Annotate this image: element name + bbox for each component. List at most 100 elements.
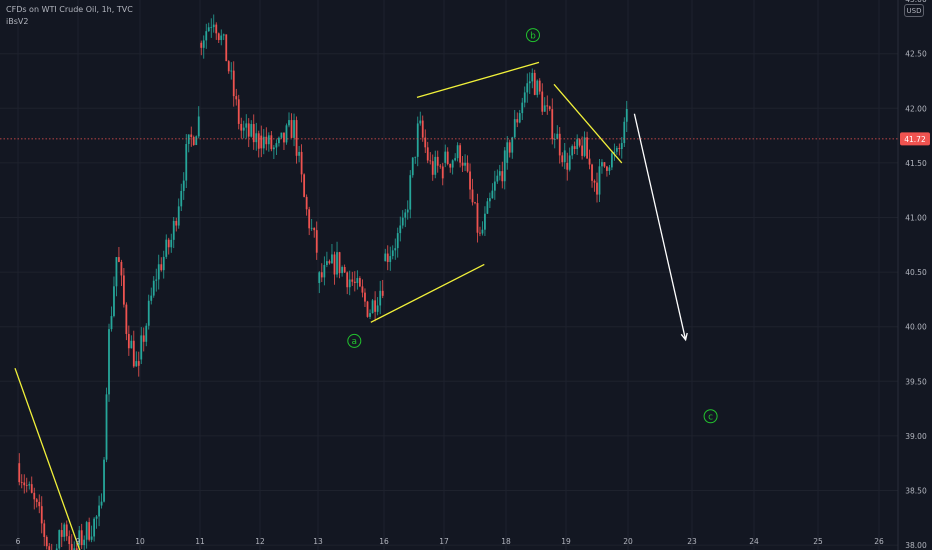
candle-body bbox=[283, 132, 285, 143]
candle-body bbox=[192, 137, 195, 146]
time-tick-label: 13 bbox=[313, 537, 323, 546]
chart-title: CFDs on WTI Crude Oil, 1h, TVC bbox=[6, 5, 133, 14]
candle-body bbox=[132, 340, 135, 367]
candle-body bbox=[222, 34, 225, 36]
candle-body bbox=[298, 151, 300, 156]
candle-body bbox=[613, 151, 616, 154]
candle-body bbox=[615, 147, 618, 152]
candle-body bbox=[267, 135, 270, 145]
candle-body bbox=[63, 524, 66, 537]
price-tick-label: 41.50 bbox=[905, 159, 927, 168]
price-axis[interactable]: 38.00 38.50 39.00 39.50 40.00 40.50 41.00 41.50… bbox=[905, 0, 927, 550]
trendline[interactable] bbox=[370, 263, 485, 323]
arrow-shaft[interactable] bbox=[633, 113, 687, 340]
candle-body bbox=[620, 143, 623, 150]
time-tick-label: 10 bbox=[135, 537, 145, 546]
candle-body bbox=[85, 522, 88, 540]
candle-body bbox=[386, 253, 389, 262]
candle-body bbox=[346, 272, 349, 288]
candle-body bbox=[444, 151, 447, 163]
candle-body bbox=[389, 256, 392, 262]
candle-body bbox=[232, 70, 235, 97]
candle-body bbox=[38, 501, 41, 507]
wave-label-circle bbox=[526, 28, 540, 43]
candle-body bbox=[369, 313, 371, 317]
candle-body bbox=[172, 220, 175, 240]
candle-body bbox=[573, 146, 576, 150]
candle-body bbox=[212, 24, 215, 28]
candle-body bbox=[205, 31, 208, 41]
candle-body bbox=[303, 174, 306, 197]
candle-body bbox=[315, 230, 318, 253]
candle-body bbox=[399, 225, 402, 234]
candle-body bbox=[553, 139, 556, 140]
candle-body bbox=[608, 167, 611, 171]
candle-body bbox=[376, 305, 379, 312]
candle-body bbox=[381, 290, 384, 296]
candle-body bbox=[207, 27, 210, 32]
candle-body bbox=[120, 261, 123, 276]
projection-arrow[interactable] bbox=[633, 113, 688, 342]
candle-body bbox=[180, 190, 183, 207]
candle-body bbox=[113, 286, 115, 317]
candle-body bbox=[396, 233, 399, 249]
candle-body bbox=[571, 146, 574, 156]
candle-body bbox=[469, 171, 471, 190]
candle-body bbox=[190, 134, 193, 138]
candle-body bbox=[103, 459, 105, 502]
candle-body bbox=[558, 133, 561, 156]
wave-labels: a b c bbox=[347, 28, 718, 424]
candle-body bbox=[30, 484, 33, 493]
candle-body bbox=[230, 70, 233, 72]
candle-body bbox=[58, 530, 61, 549]
candle-body bbox=[125, 304, 128, 334]
candle-body bbox=[215, 24, 218, 34]
price-tick-label: 39.50 bbox=[905, 377, 927, 386]
candle-body bbox=[528, 81, 531, 84]
price-tick-label: 38.50 bbox=[905, 487, 927, 496]
time-tick-label: 17 bbox=[439, 537, 449, 546]
time-tick-label: 9 bbox=[76, 537, 81, 546]
grid bbox=[0, 0, 898, 550]
candle-body bbox=[260, 135, 263, 149]
candle-body bbox=[591, 164, 593, 181]
candle-body bbox=[566, 162, 569, 170]
candle-body bbox=[160, 264, 163, 271]
candle-body bbox=[177, 206, 180, 226]
candle-body bbox=[384, 253, 387, 262]
last-price-label: 41.72 bbox=[904, 135, 926, 144]
candle-body bbox=[73, 548, 76, 550]
candle-body bbox=[481, 229, 484, 234]
candle-body bbox=[202, 40, 205, 48]
candle-body bbox=[364, 292, 366, 302]
trendlines[interactable] bbox=[14, 61, 623, 550]
time-tick-label: 6 bbox=[16, 537, 21, 546]
time-tick-label: 11 bbox=[195, 537, 205, 546]
candle-body bbox=[556, 133, 559, 140]
candle-body bbox=[488, 198, 491, 202]
candle-body bbox=[551, 109, 554, 140]
trendline[interactable] bbox=[416, 61, 540, 99]
trendline[interactable] bbox=[553, 83, 623, 164]
candle-body bbox=[561, 155, 564, 163]
currency-button[interactable]: USD bbox=[904, 4, 924, 17]
candle-body bbox=[270, 135, 273, 150]
time-tick-label: 26 bbox=[874, 537, 884, 546]
candle-body bbox=[426, 147, 429, 161]
trendline[interactable] bbox=[14, 367, 84, 550]
candle-body bbox=[45, 536, 48, 547]
arrow-head[interactable] bbox=[680, 332, 688, 342]
candle-body bbox=[623, 121, 626, 144]
candle-body bbox=[35, 499, 38, 502]
candle-body bbox=[90, 536, 93, 540]
candle-body bbox=[474, 202, 476, 204]
candle-body bbox=[300, 151, 303, 175]
time-tick-label: 12 bbox=[255, 537, 265, 546]
candle-body bbox=[476, 203, 479, 233]
time-axis[interactable]: 6 9 10 11 12 13 16 17 18 19 20 23 24 25 26 bbox=[16, 537, 884, 546]
candle-body bbox=[275, 143, 278, 148]
candle-body bbox=[55, 548, 58, 550]
candle-body bbox=[568, 155, 571, 170]
candle-body bbox=[333, 254, 336, 275]
